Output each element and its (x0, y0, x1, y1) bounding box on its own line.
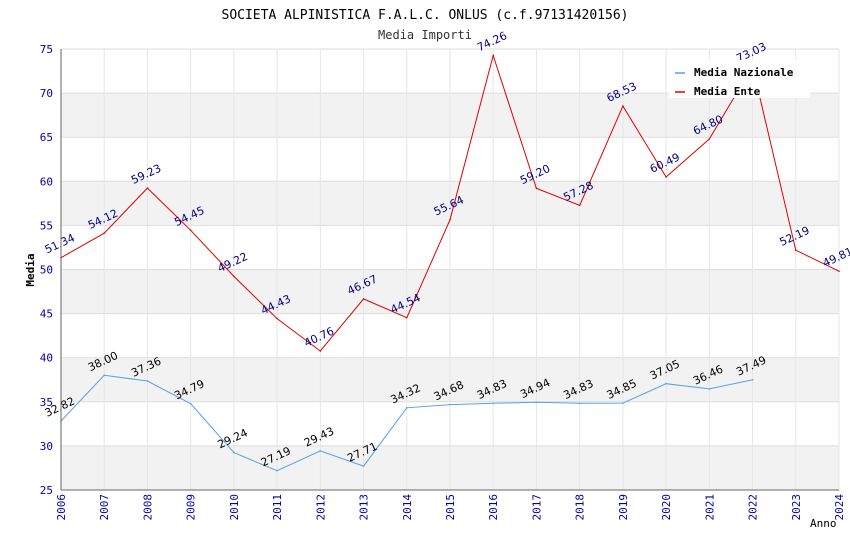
data-label: 49.81 (821, 245, 850, 270)
chart-subtitle: Media Importi (378, 28, 472, 42)
data-point (838, 270, 840, 272)
data-point (276, 469, 278, 472)
data-point (189, 229, 192, 232)
data-point (405, 316, 408, 319)
legend-label: Media Nazionale (694, 66, 794, 79)
data-point (103, 232, 106, 234)
legend-label: Media Ente (694, 85, 761, 98)
legend-box (669, 60, 810, 98)
data-point (189, 402, 192, 405)
data-point (535, 401, 538, 404)
y-tick-label: 70 (40, 87, 53, 100)
y-tick-label: 45 (40, 308, 53, 321)
y-axis-label: Media (24, 253, 37, 286)
data-label: 40.76 (302, 325, 336, 350)
data-point (362, 465, 365, 467)
x-tick-label: 2022 (747, 494, 760, 521)
data-label: 51.34 (43, 231, 77, 256)
data-point (362, 298, 365, 300)
data-point (233, 451, 235, 454)
data-point (449, 403, 451, 406)
data-point (319, 350, 322, 352)
x-tick-label: 2010 (228, 494, 241, 521)
data-point (103, 374, 106, 377)
legend: Media Nazionale Media Ente (669, 60, 810, 98)
x-tick-label: 2017 (530, 494, 543, 521)
data-point (665, 176, 667, 178)
data-point (708, 138, 711, 140)
y-tick-label: 50 (40, 264, 53, 277)
x-tick-labels: 2006 2007 2008 2009 2010 2011 2012 2013 2014 2015… (55, 494, 846, 521)
data-point (535, 187, 538, 190)
data-label: 60.49 (648, 151, 682, 176)
x-tick-label: 2014 (401, 494, 414, 521)
y-tick-label: 30 (40, 440, 53, 453)
data-point (622, 402, 624, 404)
data-point (492, 54, 495, 57)
x-tick-label: 2016 (487, 494, 500, 521)
data-point (708, 388, 711, 390)
y-tick-label: 35 (40, 396, 53, 409)
y-tick-label: 40 (40, 352, 53, 365)
axes (60, 49, 839, 491)
x-tick-label: 2006 (55, 494, 68, 521)
series-lines (60, 53, 840, 472)
data-point (319, 450, 322, 452)
data-point (665, 382, 667, 385)
x-tick-label: 2008 (141, 494, 154, 521)
data-point (405, 406, 408, 409)
x-tick-label: 2012 (314, 494, 327, 521)
x-axis-label: Anno (810, 517, 837, 530)
x-tick-label: 2019 (617, 494, 630, 521)
data-point (233, 275, 235, 278)
x-tick-label: 2007 (98, 494, 111, 521)
y-tick-label: 55 (40, 219, 53, 232)
data-point (449, 218, 451, 221)
data-point (146, 380, 149, 382)
data-point (578, 402, 581, 405)
y-tick-labels: 25 30 35 40 45 50 55 60 65 70 75 (40, 43, 53, 497)
data-point (276, 317, 278, 320)
data-point (492, 402, 495, 405)
data-point (751, 379, 754, 381)
y-tick-label: 75 (40, 43, 53, 56)
x-tick-label: 2024 (833, 494, 846, 521)
data-point (622, 105, 624, 107)
y-tick-label: 25 (40, 484, 53, 497)
x-tick-label: 2021 (703, 494, 716, 521)
x-tick-label: 2020 (660, 494, 673, 521)
x-tick-label: 2018 (574, 494, 587, 521)
data-label: 74.26 (475, 29, 509, 54)
x-tick-label: 2013 (358, 494, 371, 521)
data-point (146, 187, 149, 189)
x-tick-label: 2015 (444, 494, 457, 521)
x-tick-label: 2009 (185, 494, 198, 521)
x-tick-label: 2011 (271, 494, 284, 521)
chart-title: SOCIETA ALPINISTICA F.A.L.C. ONLUS (c.f.… (222, 8, 629, 23)
y-tick-label: 60 (40, 175, 53, 188)
data-point (578, 204, 581, 207)
data-point (794, 249, 797, 251)
y-tick-label: 65 (40, 131, 53, 144)
x-tick-label: 2023 (790, 494, 803, 521)
